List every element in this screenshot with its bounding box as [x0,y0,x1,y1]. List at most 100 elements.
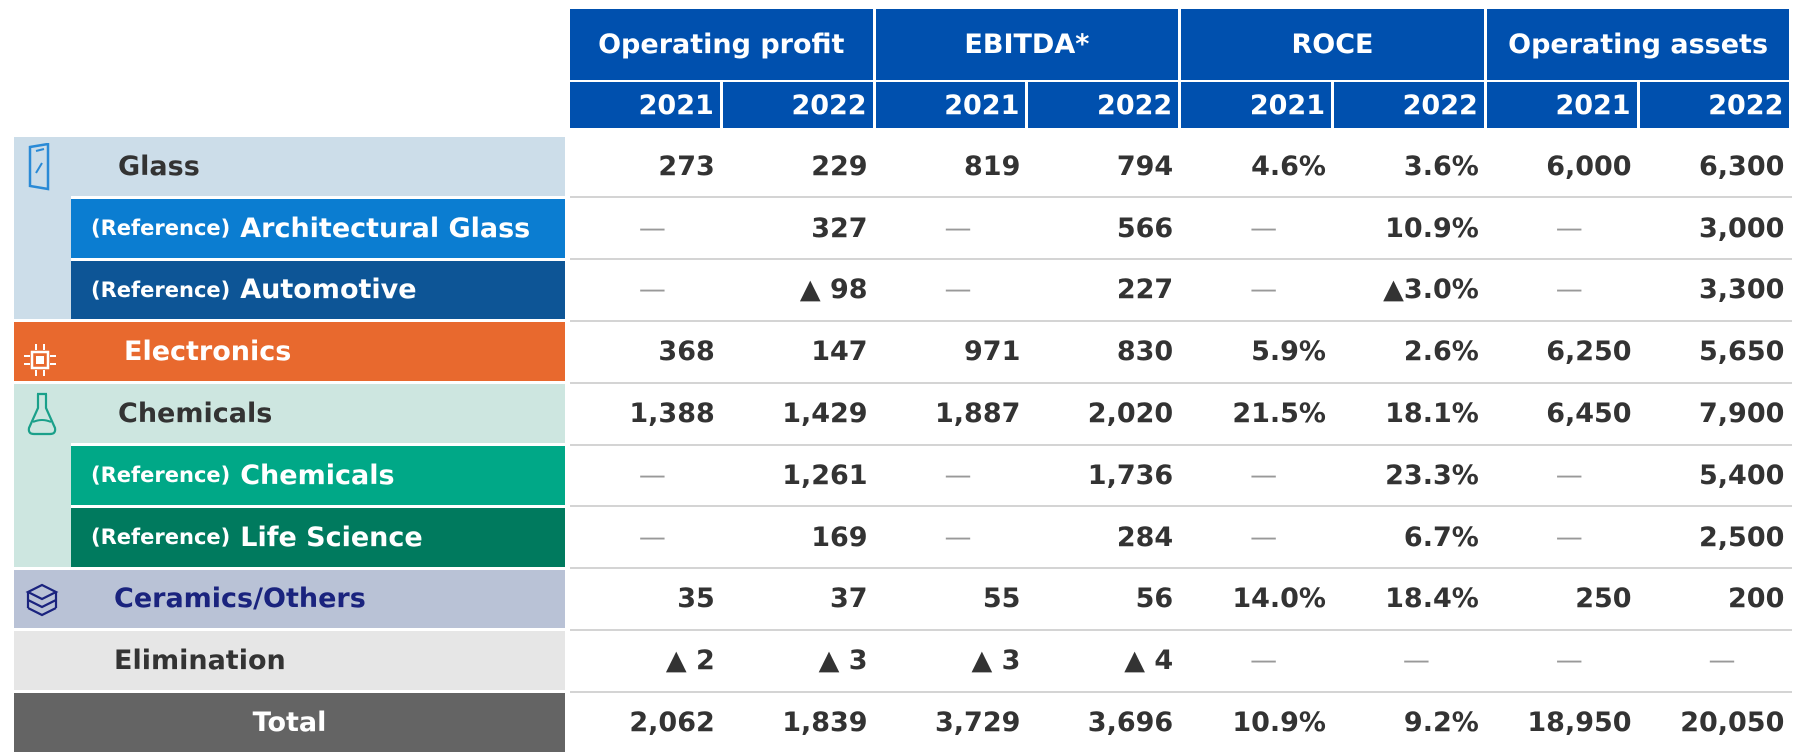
value-cell: 55 [982,583,1021,615]
value-cell: 1,261 [782,459,868,491]
value-cell: 1,887 [934,398,1021,430]
value-cell: 6,250 [1546,336,1632,368]
year-header: 2022 [722,82,873,128]
value-cell: 2,500 [1698,521,1785,553]
row-strip [14,504,71,567]
value-cell: — [1250,645,1278,677]
value-cell: 1,839 [782,707,868,739]
row-divider [570,443,1793,446]
value-cell: 2.6% [1403,336,1479,368]
value-cell: 284 [1116,521,1174,553]
row-divider [570,567,1793,570]
value-cell: 20,050 [1680,707,1785,739]
value-cell: 6,300 [1698,150,1785,182]
row-label: (Reference) Automotive [71,260,565,320]
value-cell: 250 [1575,583,1632,615]
value-cell: 3.6% [1403,150,1479,182]
year-header: 2022 [1639,82,1790,128]
value-cell: — [1708,645,1736,677]
row-strip [14,257,71,320]
value-cell: 273 [658,150,715,182]
value-cell: 566 [1116,212,1174,244]
value-cell: 9.2% [1403,707,1479,739]
segment-name: Architectural Glass [240,212,531,244]
value-cell: — [944,521,972,553]
row-divider [570,196,1793,199]
value-cell: 819 [964,150,1021,182]
row-divider [570,505,1793,508]
segment-name: Automotive [240,274,417,306]
value-cell: — [1250,212,1278,244]
value-cell: 5,400 [1698,459,1785,491]
value-cell: — [1555,645,1583,677]
value-cell: 1,429 [782,398,868,430]
value-cell: 4.6% [1251,150,1326,182]
value-cell: ▲ 3 [818,645,868,677]
year-header: 2022 [1028,82,1179,128]
reference-prefix: (Reference) [91,463,231,488]
glass-icon [28,143,50,191]
value-cell: 6.7% [1403,521,1479,553]
row-divider [570,690,1793,693]
value-cell: 2,062 [629,707,715,739]
value-cell: 830 [1116,336,1174,368]
ceramics-icon [25,583,59,617]
value-cell: 18,950 [1527,707,1632,739]
value-cell: 169 [811,521,868,553]
value-cell: 147 [811,336,868,368]
value-cell: — [638,212,666,244]
row-label: (Reference) Architectural Glass [71,198,565,258]
value-cell: — [1555,521,1583,553]
value-cell: — [1250,521,1278,553]
group-header: Operating assets [1486,9,1790,80]
reference-prefix: (Reference) [91,277,231,302]
value-cell: 23.3% [1385,459,1479,491]
value-cell: — [1555,274,1583,306]
chip-icon [24,344,56,376]
year-header: 2021 [1181,82,1331,128]
year-header: 2021 [1486,82,1637,128]
row-divider [570,628,1793,631]
value-cell: 3,300 [1698,274,1785,306]
value-cell: 200 [1728,583,1785,615]
value-cell: 35 [677,583,715,615]
segment-name: Chemicals [240,459,395,491]
reference-prefix: (Reference) [91,216,231,241]
row-divider [570,381,1793,384]
value-cell: — [1555,459,1583,491]
value-cell: 7,900 [1698,398,1785,430]
value-cell: 5.9% [1251,336,1326,368]
segment-name: Life Science [240,521,423,553]
value-cell: — [944,274,972,306]
value-cell: — [1250,459,1278,491]
value-cell: 1,736 [1087,459,1174,491]
value-cell: ▲ 98 [799,274,868,306]
row-label: (Reference) Life Science [71,507,565,567]
value-cell: 368 [658,336,715,368]
value-cell: — [638,521,666,553]
value-cell: 794 [1116,150,1174,182]
value-cell: 2,020 [1087,398,1174,430]
value-cell: — [944,212,972,244]
year-header: 2022 [1334,82,1484,128]
value-cell: 327 [811,212,868,244]
value-cell: 56 [1135,583,1174,615]
row-divider [570,258,1793,261]
row-label: Electronics [14,322,565,382]
row-strip [14,195,71,258]
reference-prefix: (Reference) [91,525,231,550]
row-label: Elimination [14,631,565,691]
value-cell: 5,650 [1698,336,1785,368]
value-cell: 10.9% [1232,707,1326,739]
group-header: Operating profit [570,9,873,80]
row-label: Total [14,693,565,752]
row-divider [570,319,1793,322]
row-strip [14,443,71,505]
value-cell: ▲ 3 [971,645,1021,677]
value-cell: — [1555,212,1583,244]
row-label: Ceramics/Others [14,569,565,629]
value-cell: 971 [964,336,1021,368]
group-header: EBITDA* [875,9,1179,80]
value-cell: ▲3.0% [1383,274,1479,306]
value-cell: 6,450 [1546,398,1632,430]
